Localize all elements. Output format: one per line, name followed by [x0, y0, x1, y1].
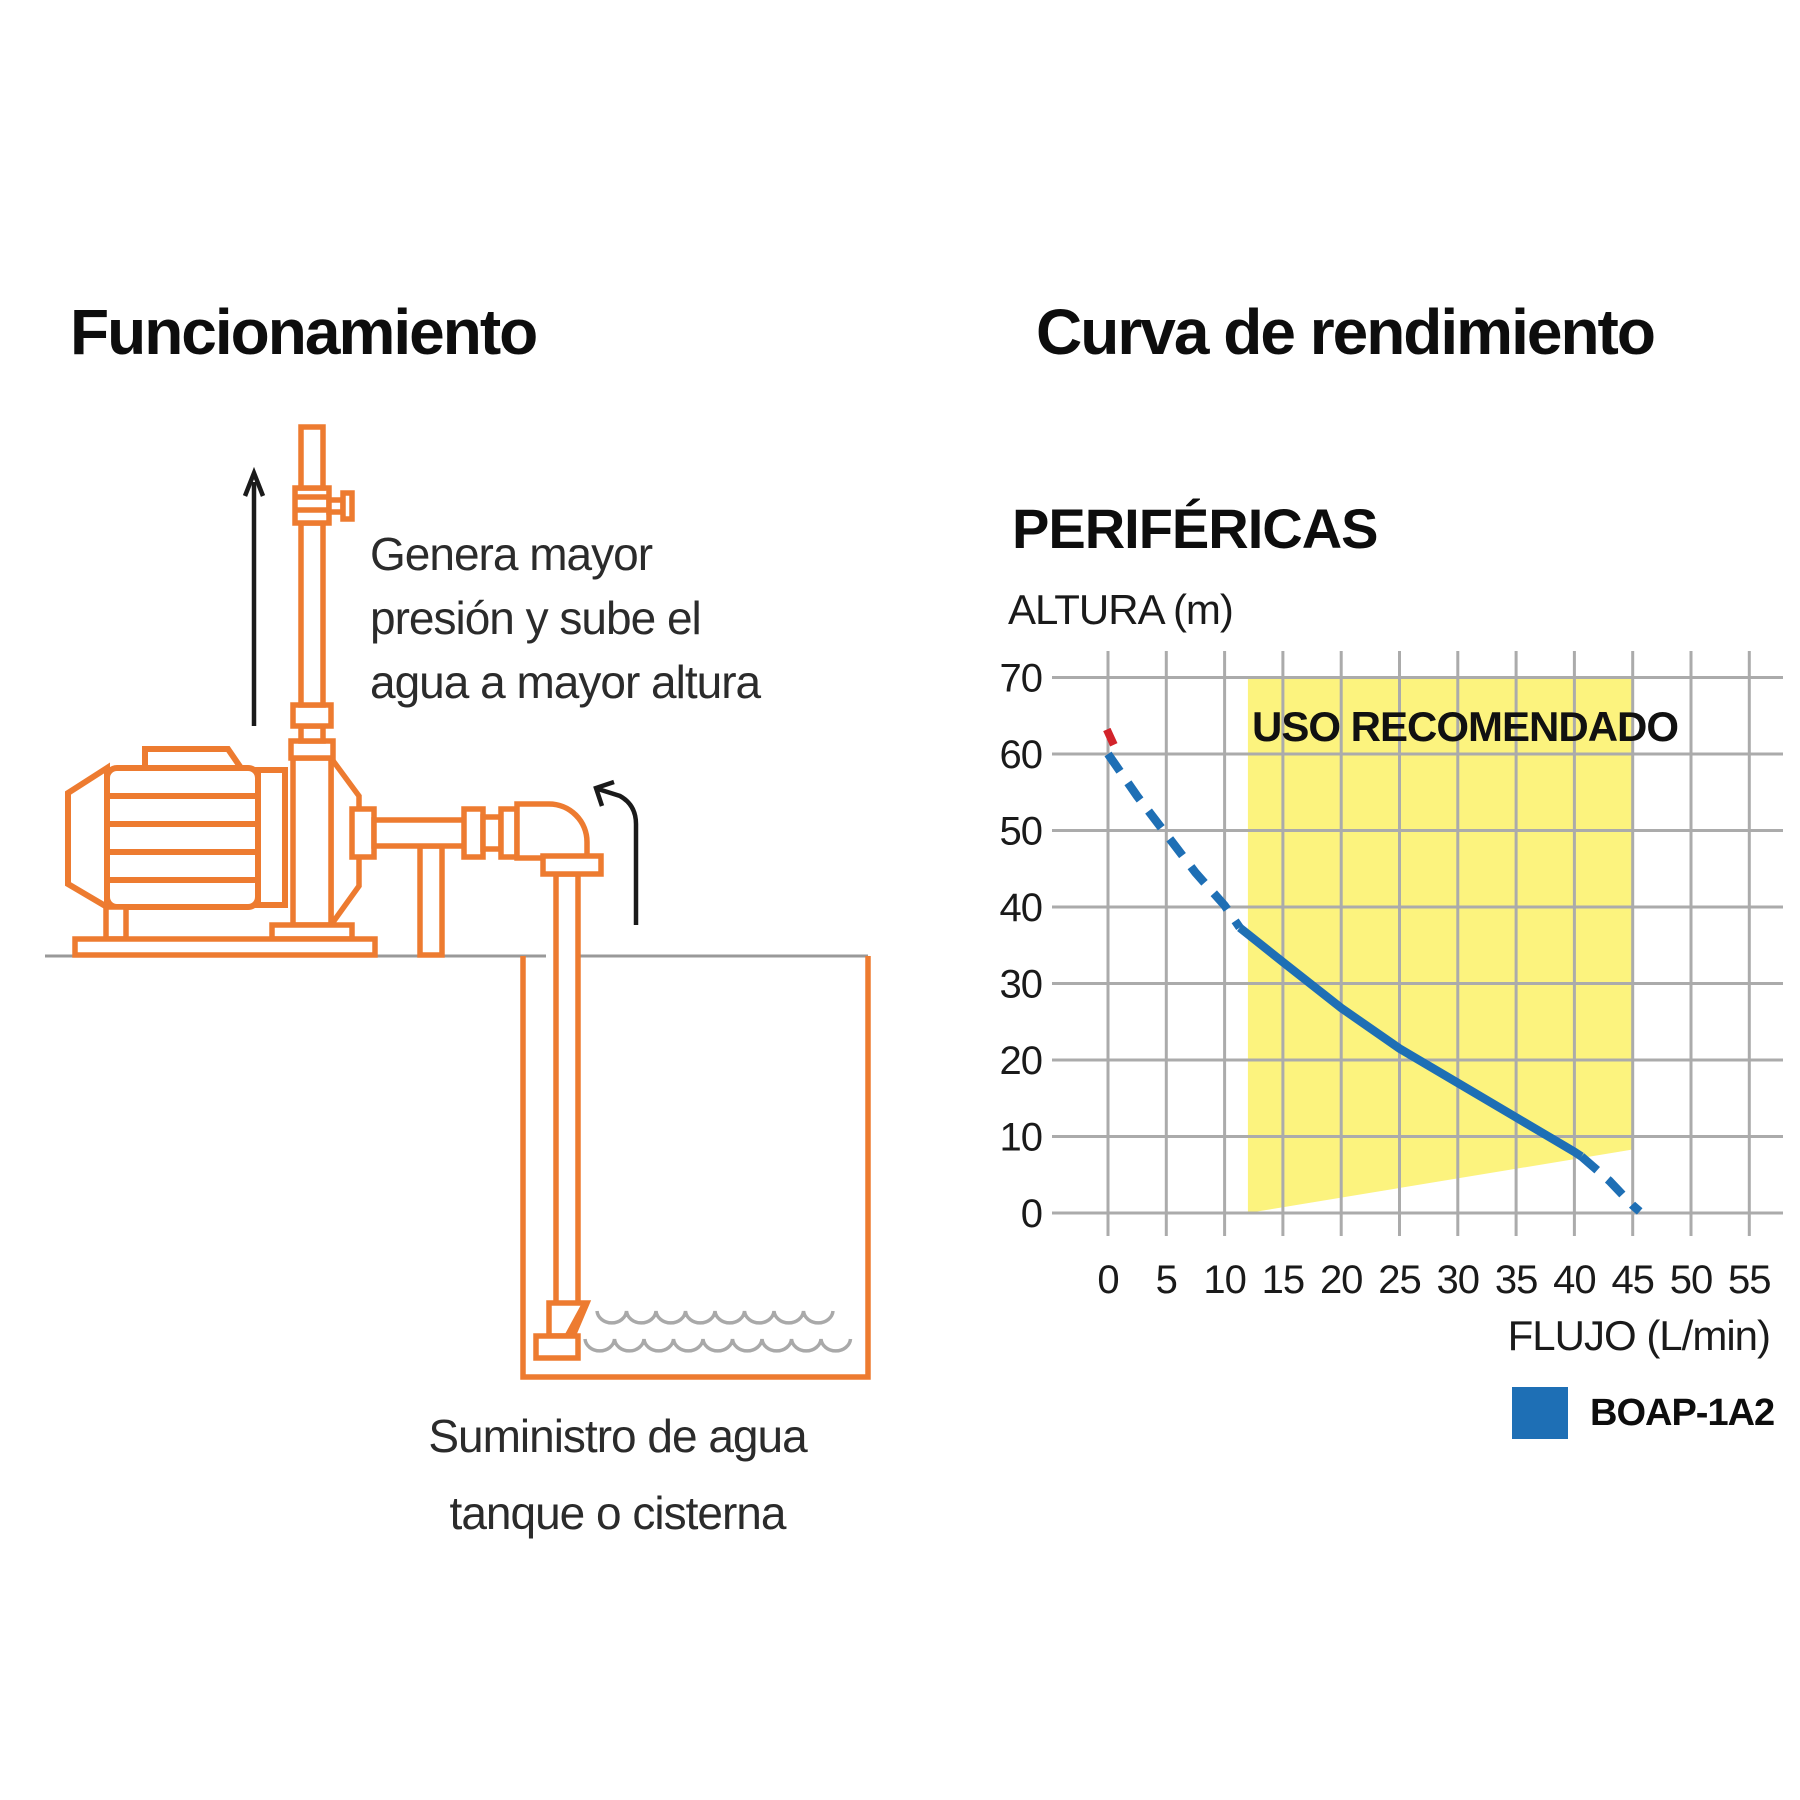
annotation-line-2: presión y sube el	[370, 592, 702, 644]
y-tick-label: 0	[1021, 1192, 1042, 1236]
x-tick-label: 5	[1156, 1258, 1177, 1302]
inlet-arrow	[593, 779, 639, 925]
y-tick-label: 60	[1000, 733, 1043, 777]
x-tick-label: 25	[1378, 1258, 1421, 1302]
x-tick-label: 10	[1203, 1258, 1246, 1302]
tank-caption: Suministro de agua tanque o cisterna	[365, 1398, 870, 1552]
legend-model-label: BOAP-1A2	[1590, 1392, 1775, 1434]
water-waves	[583, 1310, 853, 1353]
annotation-line-1: Genera mayor	[370, 528, 653, 580]
pump-diagram	[65, 424, 604, 1361]
caption-line-2: tanque o cisterna	[449, 1487, 787, 1539]
motor-end-cap	[65, 762, 110, 913]
chart-subtitle: PERIFÉRICAS	[1012, 497, 1378, 560]
motor-handle	[142, 746, 247, 771]
curve-BOAP-1A2-dashed-end	[1578, 1153, 1643, 1215]
union-fitting-a	[461, 806, 486, 860]
left-foot	[103, 904, 129, 942]
x-tick-label: 55	[1728, 1258, 1771, 1302]
y-tick-label: 40	[1000, 886, 1043, 930]
base-plate	[72, 936, 378, 958]
x-tick-label: 30	[1437, 1258, 1480, 1302]
x-tick-label: 50	[1670, 1258, 1713, 1302]
y-tick-label: 10	[1000, 1116, 1043, 1160]
right-title: Curva de rendimiento	[1036, 296, 1656, 368]
x-tick-label: 0	[1097, 1258, 1118, 1302]
recommended-region	[1247, 677, 1633, 1213]
x-tick-label: 15	[1262, 1258, 1305, 1302]
riser-coupling	[290, 702, 334, 729]
chart-grid	[1052, 651, 1783, 1236]
y-tick-label: 50	[1000, 810, 1043, 854]
y-axis-title: ALTURA (m)	[1008, 586, 1234, 633]
valve-icon	[292, 485, 355, 526]
caption-line-1: Suministro de agua	[428, 1410, 807, 1462]
y-tick-label: 70	[1000, 657, 1043, 701]
elbow-flange	[540, 853, 604, 877]
legend-color-swatch	[1512, 1387, 1568, 1439]
red-marker	[1103, 727, 1118, 747]
left-title: Funcionamiento	[70, 296, 538, 368]
x-tick-label: 20	[1320, 1258, 1363, 1302]
motor-body	[104, 765, 261, 910]
elbow-fitting	[514, 801, 590, 861]
riser-pipe-mid	[298, 520, 326, 708]
outlet-pipe	[371, 817, 469, 849]
x-tick-label: 40	[1553, 1258, 1596, 1302]
motor-adapter	[255, 767, 288, 908]
foot-valve-icon	[533, 1300, 592, 1361]
x-axis-title: FLUJO (L/min)	[1507, 1312, 1771, 1359]
curve-BOAP-1A2-solid	[1237, 924, 1584, 1160]
annotation-line-3: agua a mayor altura	[370, 656, 761, 708]
x-tick-label: 45	[1611, 1258, 1654, 1302]
curve-BOAP-1A2-dashed-start	[1104, 751, 1244, 931]
pressure-annotation: Genera mayor presión y sube el agua a ma…	[370, 522, 761, 714]
discharge-column	[290, 755, 334, 928]
support-pipe	[417, 843, 445, 958]
outlet-flange	[349, 806, 377, 860]
up-arrow	[242, 466, 266, 726]
performance-curve	[1103, 727, 1643, 1215]
water-tank	[520, 956, 871, 1380]
suction-pipe	[553, 871, 581, 1308]
recommended-region-layer	[1247, 677, 1633, 1213]
recommended-use-label: USO RECOMENDADO	[1252, 703, 1679, 750]
y-tick-label: 20	[1000, 1039, 1043, 1083]
x-tick-label: 35	[1495, 1258, 1538, 1302]
riser-pipe-top	[298, 424, 326, 491]
motor	[65, 746, 288, 913]
y-tick-label: 30	[1000, 963, 1043, 1007]
